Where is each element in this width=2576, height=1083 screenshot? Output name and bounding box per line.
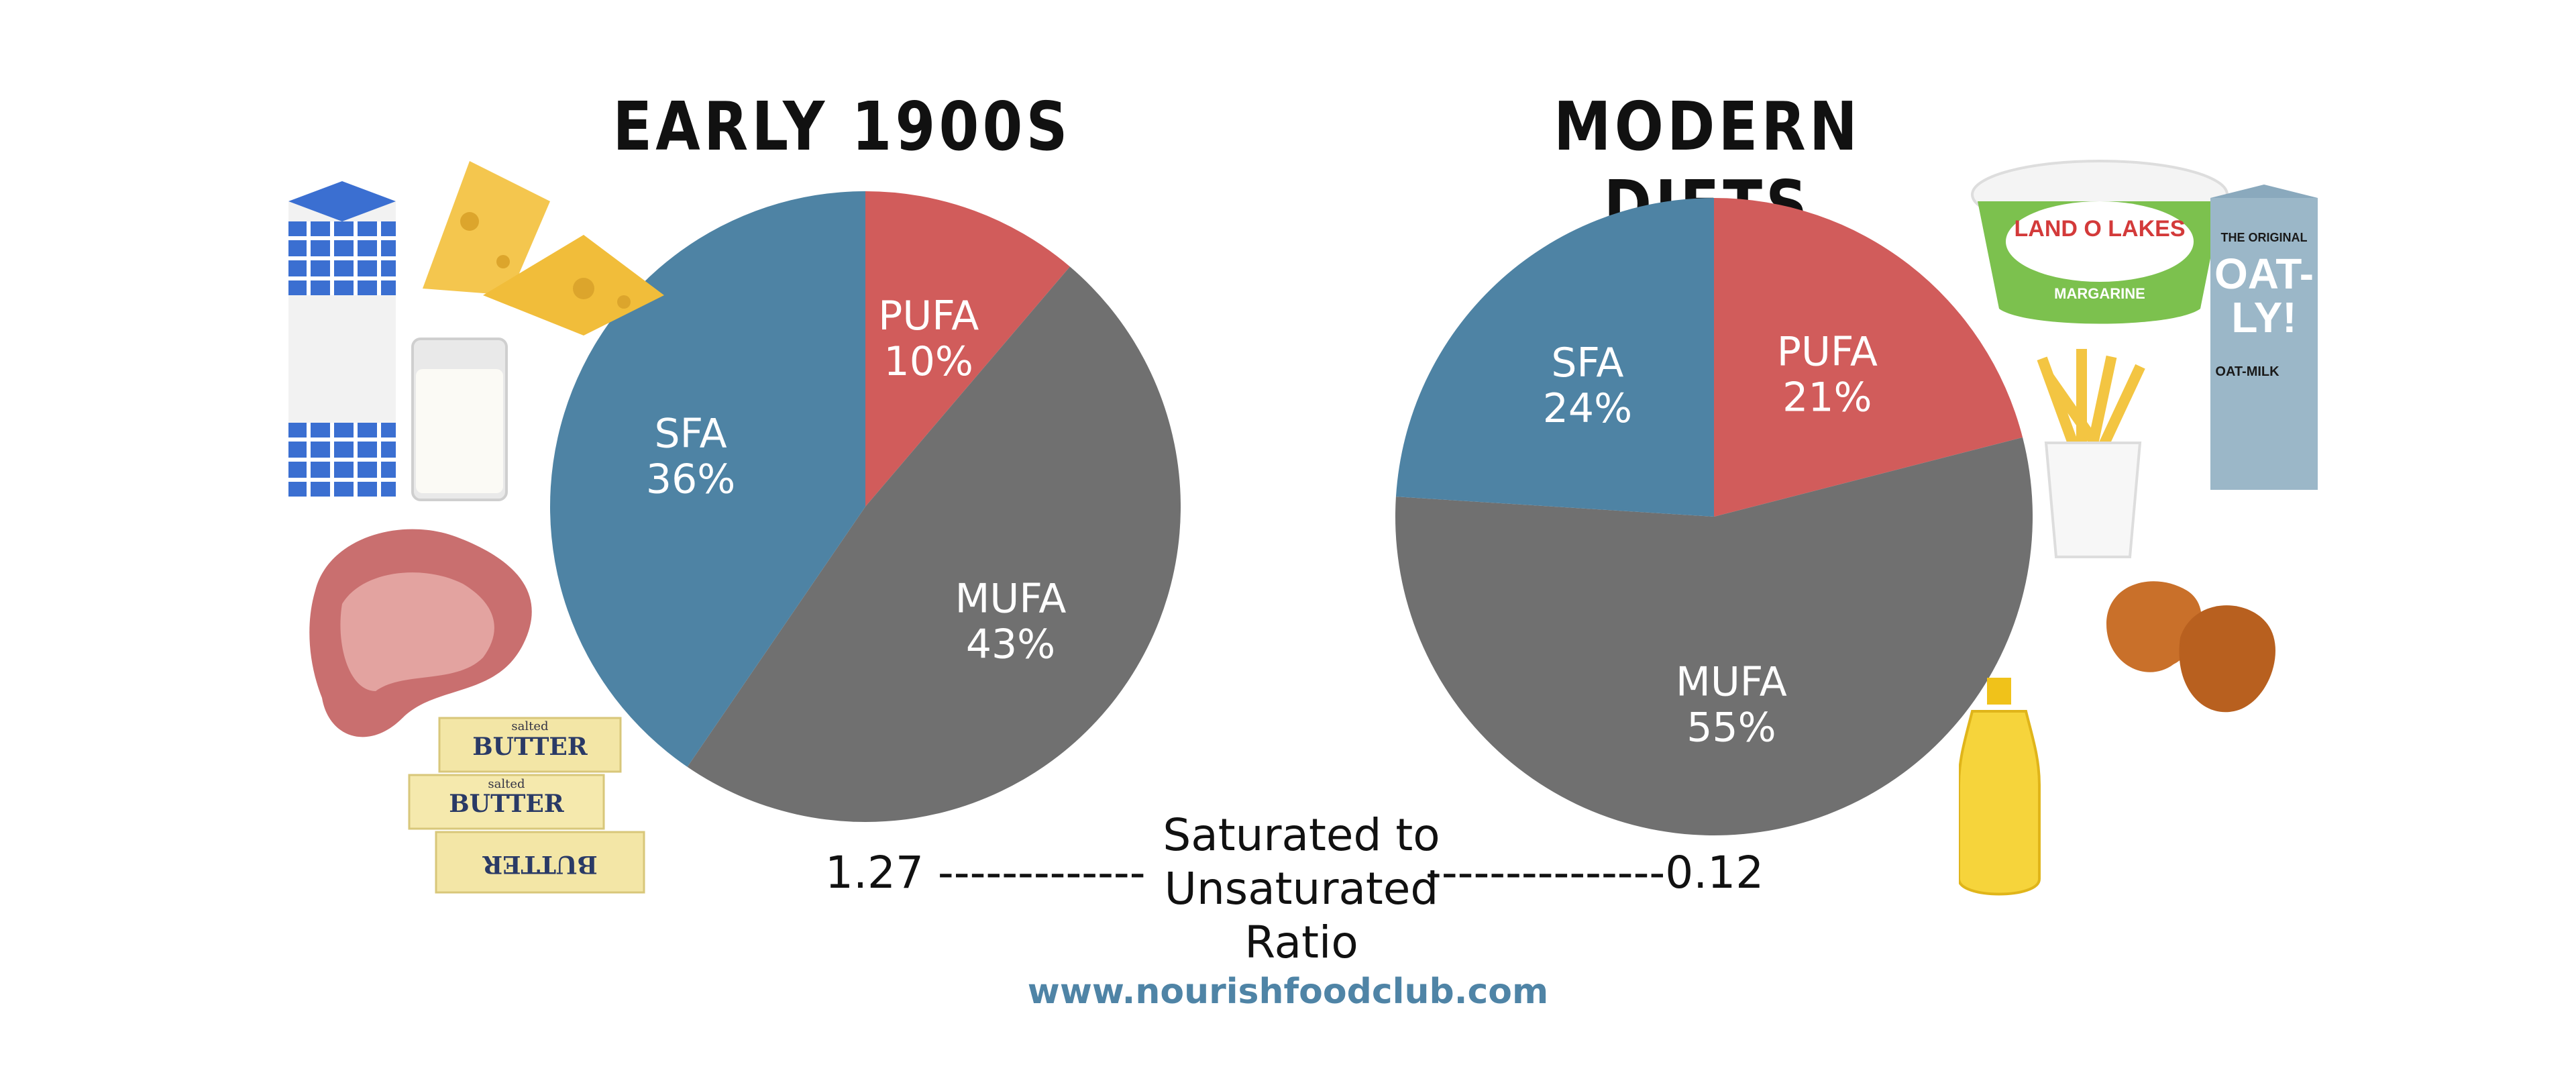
ratio-modern-diets: ---------------0.12 <box>1426 847 1764 898</box>
svg-text:salted: salted <box>511 719 548 733</box>
milk-glass-icon <box>411 338 508 501</box>
fried-chicken-icon <box>2106 581 2275 713</box>
vegetable-oil-bottle-icon <box>1959 678 2041 896</box>
ratio-caption: Saturated to Unsaturated Ratio <box>1127 809 1476 970</box>
milk-carton-icon <box>288 181 396 497</box>
ratio-caption-line-3: Ratio <box>1244 917 1358 968</box>
pie-label-early-1900s-sfa: SFA <box>655 410 727 457</box>
pie-label-modern-diets-pufa: PUFA <box>1777 328 1878 375</box>
svg-text:LAND O LAKES: LAND O LAKES <box>2015 216 2186 242</box>
svg-text:OAT-MILK: OAT-MILK <box>2215 364 2279 379</box>
pie-label-modern-diets-mufa: MUFA <box>1676 658 1787 705</box>
ratio-early-1900s: 1.27 ------------- <box>825 847 1146 898</box>
pie-label-early-1900s-mufa: MUFA <box>955 576 1067 623</box>
pie-title-early-1900s: EARLY 1900S <box>612 87 1071 166</box>
pie-value-modern-diets-mufa: 55% <box>1686 704 1776 751</box>
pie-value-early-1900s-sfa: 36% <box>646 456 735 503</box>
svg-text:BUTTER: BUTTER <box>472 733 588 761</box>
cheese-icon <box>423 161 664 336</box>
oat-milk-carton-icon: THE ORIGINAL OAT- LY! OAT-MILK <box>2210 185 2318 490</box>
svg-text:OAT-: OAT- <box>2214 250 2314 298</box>
pie-slice-modern-diets-sfa <box>1395 198 1714 517</box>
pie-slice-early-1900s-mufa <box>687 266 1181 822</box>
svg-text:salted: salted <box>488 777 525 791</box>
pie-value-modern-diets-sfa: 24% <box>1543 385 1632 432</box>
pie-value-modern-diets-pufa: 21% <box>1782 374 1872 421</box>
pie-label-modern-diets-sfa: SFA <box>1551 340 1623 386</box>
pork-chop-icon <box>309 529 532 737</box>
french-fries-icon <box>2037 349 2145 558</box>
svg-text:BUTTER: BUTTER <box>482 850 598 878</box>
website-link[interactable]: www.nourishfoodclub.com <box>1027 972 1549 1012</box>
svg-text:THE ORIGINAL: THE ORIGINAL <box>2221 231 2308 244</box>
svg-text:LY!: LY! <box>2231 293 2296 342</box>
ratio-caption-line-1: Saturated to <box>1163 809 1440 861</box>
pie-slice-early-1900s-sfa <box>550 191 865 767</box>
svg-text:BUTTER: BUTTER <box>449 790 565 818</box>
pie-slice-modern-diets-mufa <box>1395 437 2033 836</box>
butter-icon: salted BUTTER salted BUTTER BUTTER <box>408 717 645 894</box>
traditional-foods-illustration: salted BUTTER salted BUTTER BUTTER <box>288 161 664 894</box>
pie-value-early-1900s-pufa: 10% <box>884 338 973 385</box>
svg-text:MARGARINE: MARGARINE <box>2054 285 2145 302</box>
pie-slice-early-1900s-pufa <box>865 191 1070 507</box>
margarine-tub-icon: LAND O LAKES MARGARINE <box>1971 160 2229 324</box>
pie-label-early-1900s-pufa: PUFA <box>878 293 979 340</box>
ratio-caption-line-2: Unsaturated <box>1164 863 1439 915</box>
modern-foods-illustration: LAND O LAKES MARGARINE THE ORIGINAL OAT-… <box>1959 160 2318 896</box>
pie-slice-modern-diets-pufa <box>1714 198 2023 517</box>
pie-value-early-1900s-mufa: 43% <box>966 621 1055 668</box>
